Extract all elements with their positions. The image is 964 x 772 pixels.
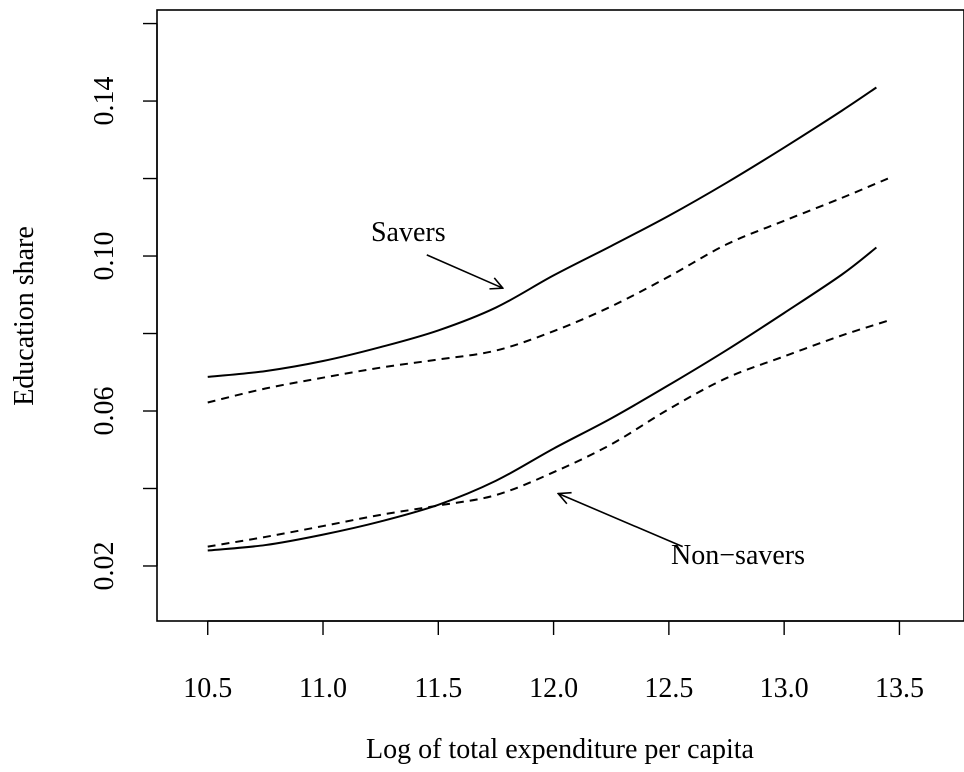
plot-frame <box>156 9 964 622</box>
y-tick-label: 0.06 <box>89 387 120 436</box>
y-tick-label: 0.10 <box>89 232 120 281</box>
x-tick-label: 12.0 <box>529 673 578 704</box>
annotation-layer: Savers Non−savers <box>371 217 805 571</box>
series-line-2 <box>207 177 889 404</box>
series-layer <box>207 86 889 552</box>
y-axis-label: Education share <box>9 226 40 406</box>
x-axis-label: Log of total expenditure per capita <box>366 734 755 765</box>
x-tick-label: 10.5 <box>183 673 232 704</box>
x-tick-label: 13.0 <box>760 673 809 704</box>
x-tick-label: 12.5 <box>644 673 693 704</box>
x-axis: 10.5 11.0 11.5 12.0 12.5 13.0 13.5 <box>183 620 924 704</box>
x-tick-label: 11.5 <box>414 673 462 704</box>
savers-arrow <box>426 254 503 288</box>
series-line-4 <box>207 319 889 548</box>
series-line-3 <box>207 246 878 552</box>
x-tick-label: 13.5 <box>875 673 924 704</box>
non-savers-arrow <box>558 494 684 548</box>
y-tick-label: 0.14 <box>89 77 120 126</box>
series-line-1 <box>207 86 877 378</box>
savers-annotation: Savers <box>371 217 446 248</box>
y-axis: 0.02 0.06 0.10 0.14 <box>89 22 158 590</box>
x-tick-label: 11.0 <box>299 673 347 704</box>
y-tick-label: 0.02 <box>89 541 120 590</box>
non-savers-annotation: Non−savers <box>671 540 805 571</box>
